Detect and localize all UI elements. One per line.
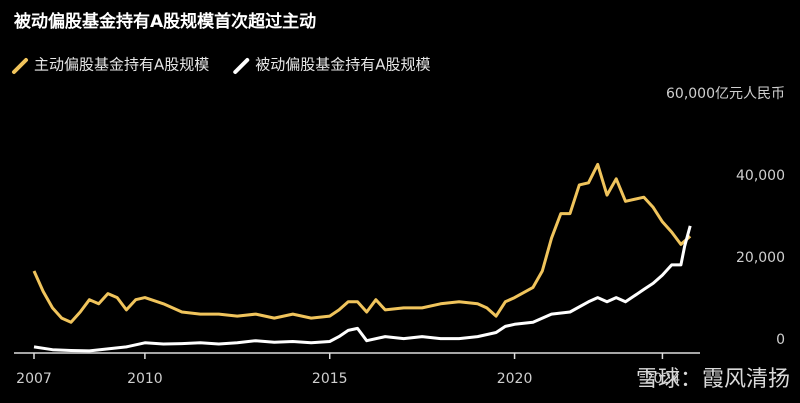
watermark: 雪球：霞风清扬 xyxy=(636,367,790,392)
y-tick-label: 20,000 xyxy=(736,250,785,266)
y-tick-label: 60,000亿元人民币 xyxy=(666,86,785,102)
y-tick-label: 40,000 xyxy=(736,168,785,184)
legend-label: 被动偏股基金持有A股规模 xyxy=(255,56,430,74)
y-tick-label: 0 xyxy=(776,332,785,348)
legend-label: 主动偏股基金持有A股规模 xyxy=(34,56,209,74)
x-tick-label: 2015 xyxy=(312,371,348,387)
legend-swatch xyxy=(233,58,250,74)
x-tick-label: 2010 xyxy=(127,371,163,387)
x-tick-label: 2007 xyxy=(16,371,52,387)
line xyxy=(32,162,692,324)
chart-title: 被动偏股基金持有A股规模首次超过主动 xyxy=(14,11,316,32)
legend-swatch xyxy=(12,58,28,74)
x-tick-label: 2020 xyxy=(497,371,533,387)
x-tick-label: 2024 xyxy=(645,371,681,387)
line xyxy=(33,225,692,353)
